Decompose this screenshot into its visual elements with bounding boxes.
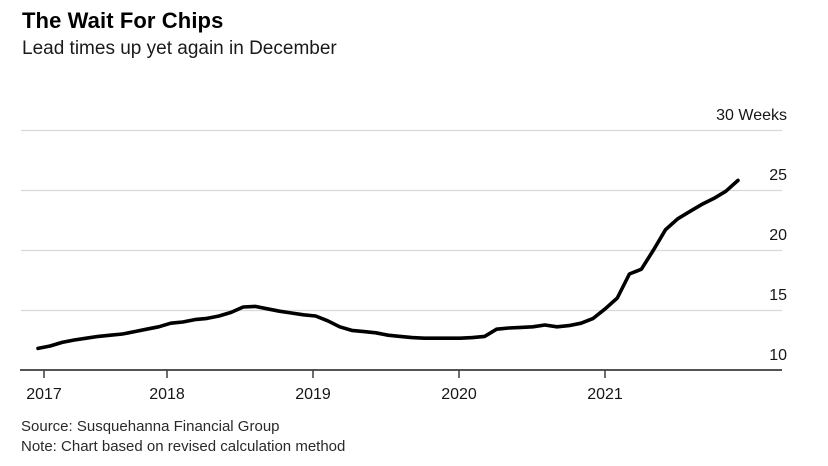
- data-line: [36, 178, 740, 351]
- x-axis-label: 2021: [587, 386, 623, 403]
- x-axis-label: 2017: [26, 386, 62, 403]
- y-axis-label: 25: [769, 167, 787, 184]
- chart-subtitle: Lead times up yet again in December: [22, 38, 337, 59]
- y-axis-label: 15: [769, 287, 787, 304]
- chart-footer: Source: Susquehanna Financial Group Note…: [21, 417, 345, 457]
- source-note: Source: Susquehanna Financial Group: [21, 418, 280, 435]
- method-note: Note: Chart based on revised calculation…: [21, 438, 346, 455]
- x-axis-label: 2019: [295, 386, 331, 403]
- x-axis-label: 2018: [149, 386, 185, 403]
- chart-title: The Wait For Chips: [22, 8, 224, 33]
- y-axis-label: 20: [769, 227, 787, 244]
- y-axis-label: 10: [769, 347, 787, 364]
- chart-header: The Wait For Chips Lead times up yet aga…: [22, 7, 337, 62]
- y-axis-label: 30 Weeks: [716, 107, 787, 124]
- x-axis-label: 2020: [441, 386, 477, 403]
